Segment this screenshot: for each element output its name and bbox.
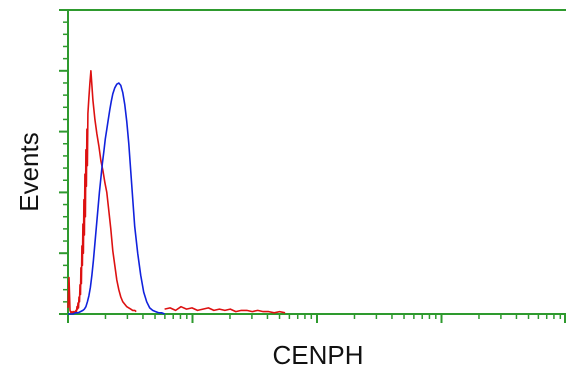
series-line-2 xyxy=(68,82,165,315)
series-line-3 xyxy=(164,305,286,314)
x-axis-label: CENPH xyxy=(272,340,363,370)
series-lines xyxy=(67,70,286,315)
axis-ticks xyxy=(59,9,566,323)
series-line-1 xyxy=(67,70,137,314)
y-axis-label: Events xyxy=(14,132,44,212)
axes-frame xyxy=(67,9,566,315)
